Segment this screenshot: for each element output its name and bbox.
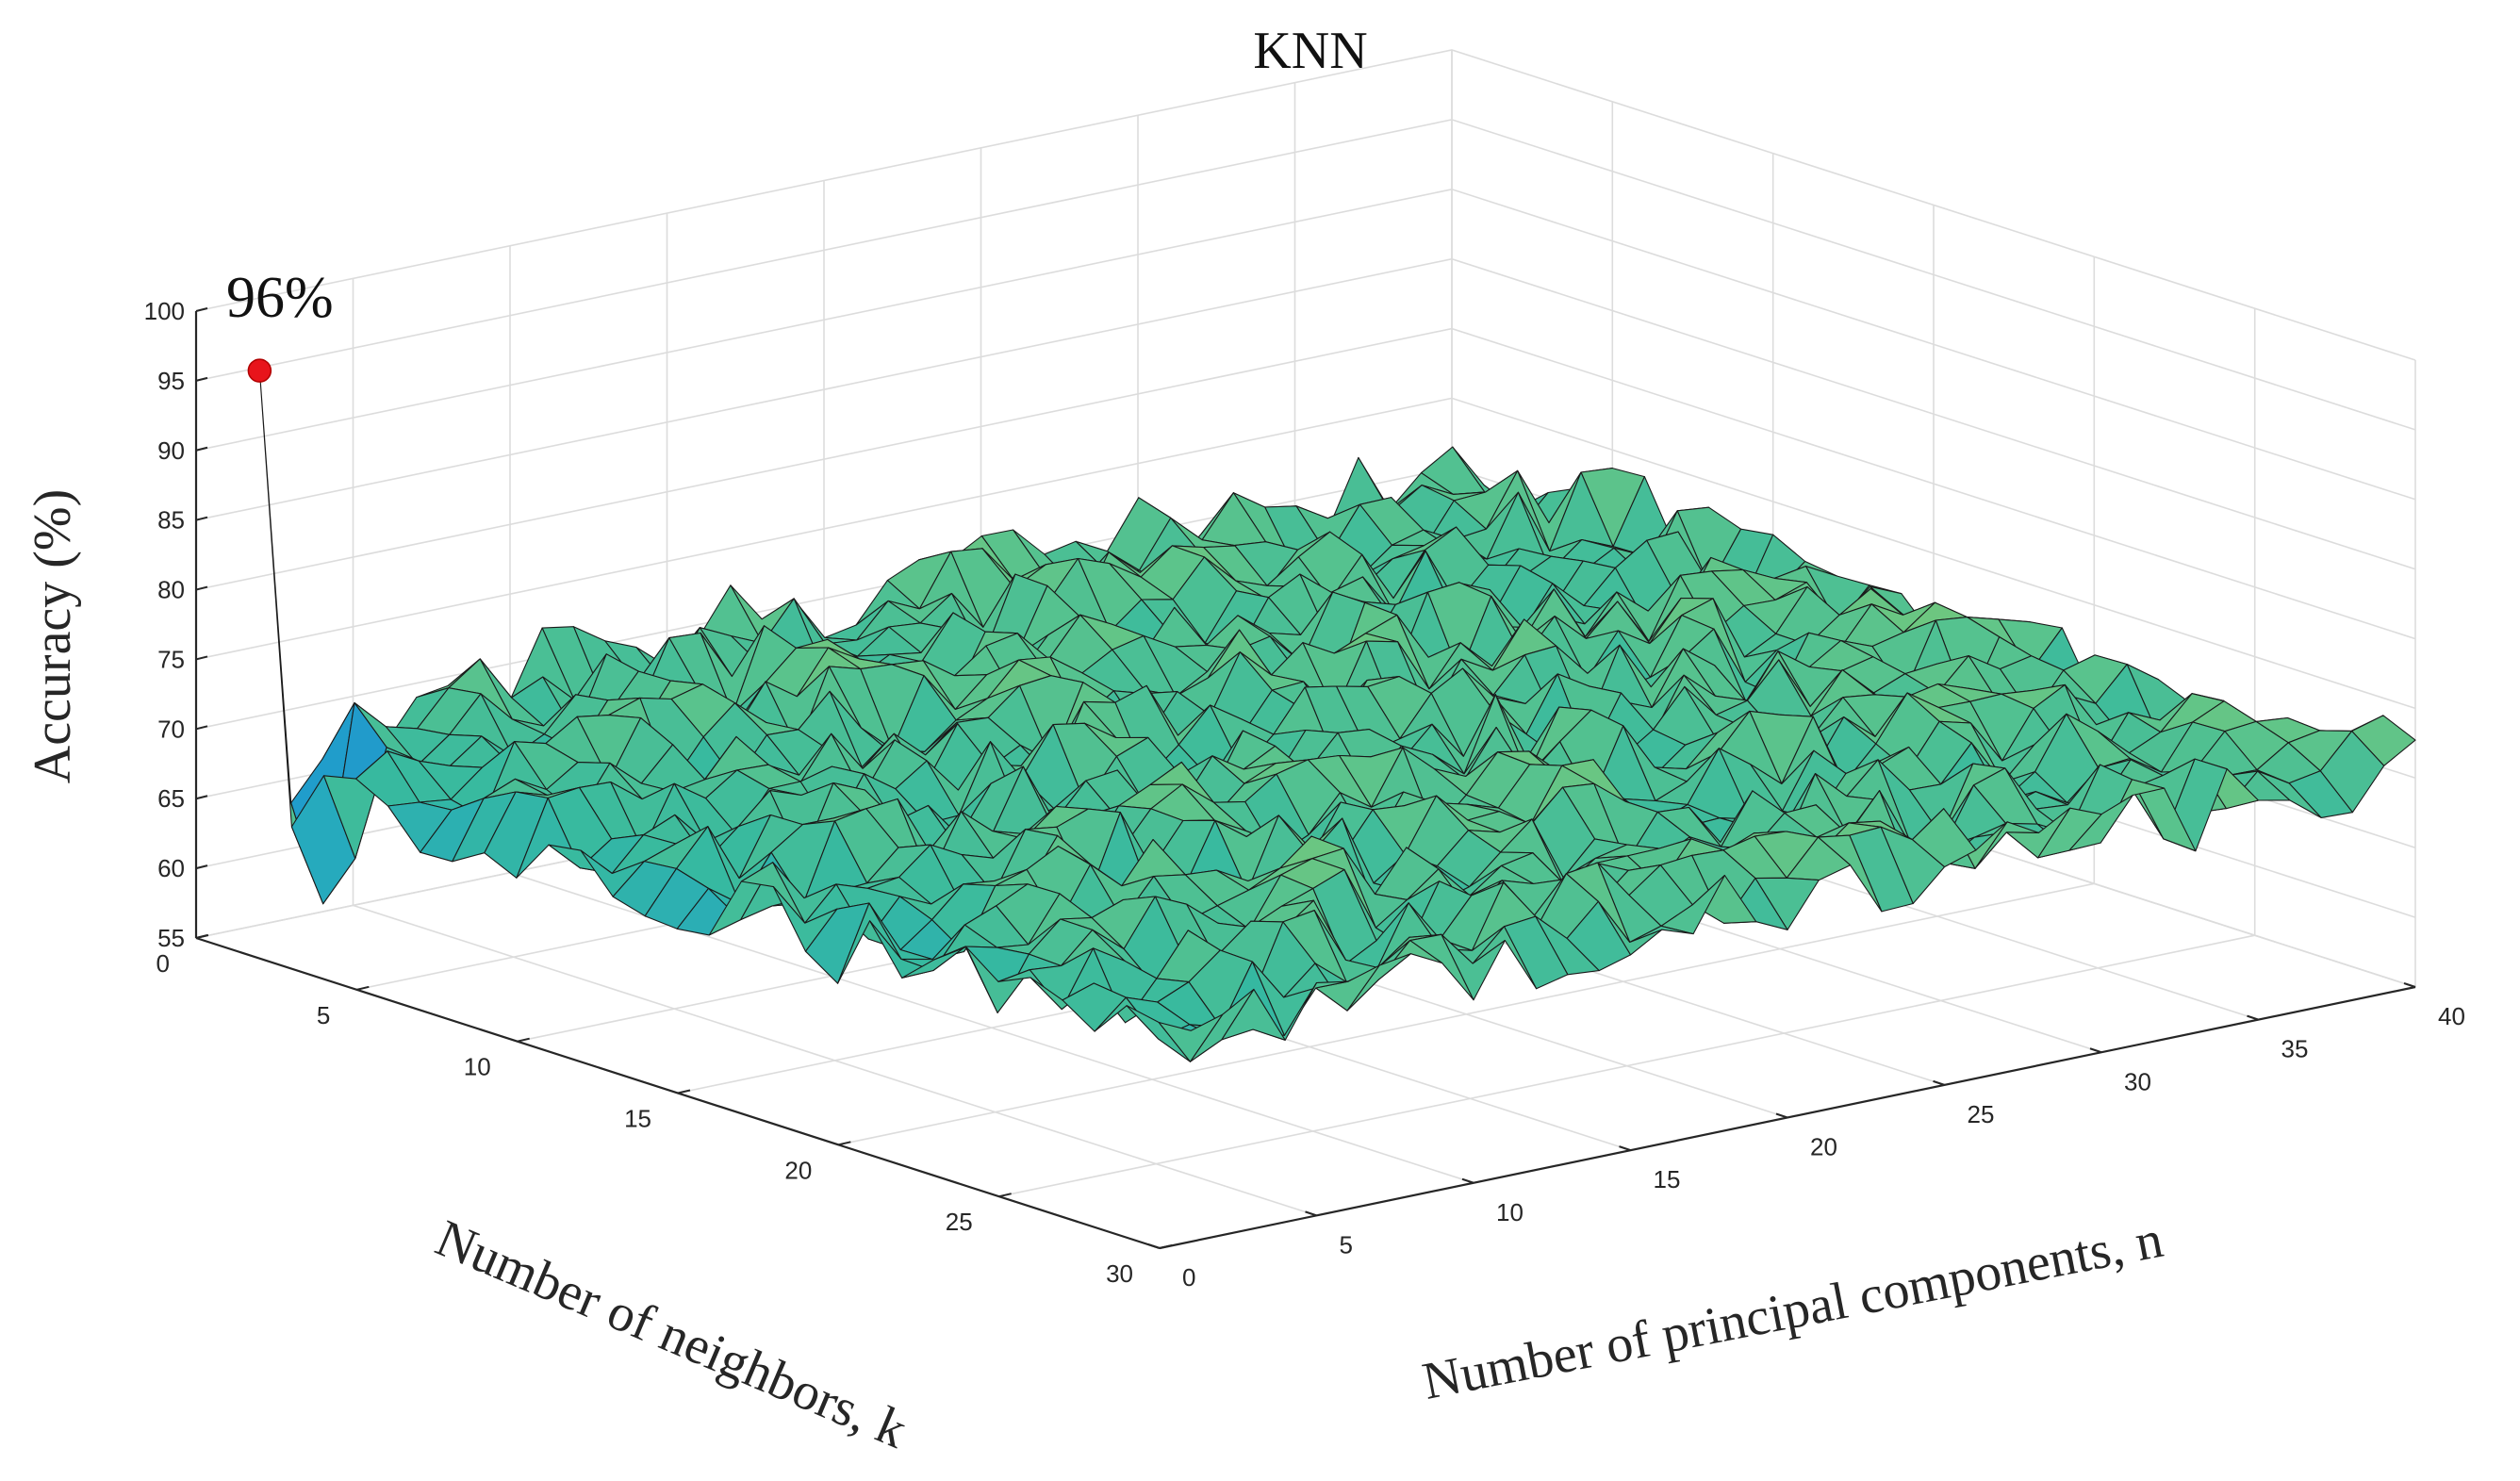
z-tick-label: 95 [157, 367, 185, 395]
z-tick-mark [195, 795, 208, 800]
z-tick-mark [195, 307, 208, 312]
y-tick-mark [2247, 1014, 2259, 1021]
x-tick-mark [677, 1089, 691, 1094]
z-tick-label: 70 [157, 715, 185, 743]
y-tick-label: 10 [1496, 1198, 1524, 1226]
x-tick-mark [356, 985, 370, 991]
z-axis-label: Accuracy (%) [24, 489, 82, 783]
x-tick-label: 10 [464, 1053, 491, 1081]
k-gridline [998, 308, 2256, 1197]
y-tick-label: 25 [1968, 1100, 1995, 1128]
z-tick-label: 55 [157, 924, 185, 952]
x-tick-mark [838, 1141, 851, 1146]
z-tick-mark [195, 655, 208, 661]
x-tick-mark [195, 934, 209, 939]
y-tick-label: 0 [1182, 1263, 1195, 1292]
z-tick-mark [195, 516, 208, 521]
z-gridline [195, 188, 2416, 501]
x-tick-label: 5 [317, 1001, 330, 1029]
y-tick-mark [1775, 1112, 1788, 1119]
y-tick-label: 30 [2124, 1067, 2151, 1095]
z-tick-label: 85 [157, 506, 185, 535]
x-axis-label: Number of neighbors, k [428, 1209, 915, 1459]
x-tick-label: 0 [156, 949, 170, 978]
z-tick-label: 100 [144, 297, 185, 325]
x-tick-label: 25 [946, 1208, 973, 1236]
axis-layer: 55 60 65 70 75 80 85 90 95 100 0 5 10 15 20 25 30 0 5 10 15 2… [144, 297, 2465, 1292]
y-tick-label: 40 [2438, 1002, 2465, 1030]
y-tick-mark [2403, 982, 2416, 988]
z-tick-mark [195, 725, 208, 731]
y-axis-label: Number of principal components, n [1418, 1210, 2167, 1411]
z-tick-mark [195, 446, 208, 452]
z-tick-label: 80 [157, 576, 185, 604]
k-gridline [838, 256, 2096, 1146]
z-tick-label: 65 [157, 784, 185, 813]
z-tick-label: 90 [157, 436, 185, 465]
x-tick-label: 15 [624, 1105, 651, 1133]
x-tick-label: 30 [1106, 1259, 1133, 1288]
y-tick-label: 5 [1340, 1230, 1353, 1259]
surface-layer [247, 358, 2416, 1062]
y-tick-label: 35 [2281, 1035, 2309, 1063]
y-tick-mark [1461, 1177, 1474, 1184]
surface-patch [1158, 1013, 1224, 1062]
z-tick-mark [195, 864, 208, 870]
z-gridline [195, 119, 2416, 431]
z-tick-label: 75 [157, 645, 185, 673]
peak-annotation: 96% [226, 266, 334, 330]
y-tick-mark [1305, 1210, 1317, 1217]
y-tick-mark [1619, 1145, 1631, 1152]
y-tick-mark [2089, 1047, 2102, 1054]
peak-marker [247, 358, 272, 383]
z-gridline [195, 49, 2416, 361]
z-tick-label: 60 [157, 854, 185, 882]
y-tick-label: 15 [1654, 1165, 1681, 1193]
y-tick-mark [1933, 1079, 1945, 1086]
x-tick-mark [1159, 1244, 1173, 1249]
z-tick-mark [195, 585, 208, 591]
y-tick-mark [1147, 1243, 1161, 1249]
chart-title: KNN [1253, 22, 1367, 80]
x-tick-mark [998, 1193, 1012, 1198]
x-tick-label: 20 [784, 1156, 812, 1184]
y-tick-label: 20 [1810, 1133, 1837, 1161]
z-tick-mark [195, 376, 208, 382]
x-tick-mark [517, 1037, 530, 1043]
